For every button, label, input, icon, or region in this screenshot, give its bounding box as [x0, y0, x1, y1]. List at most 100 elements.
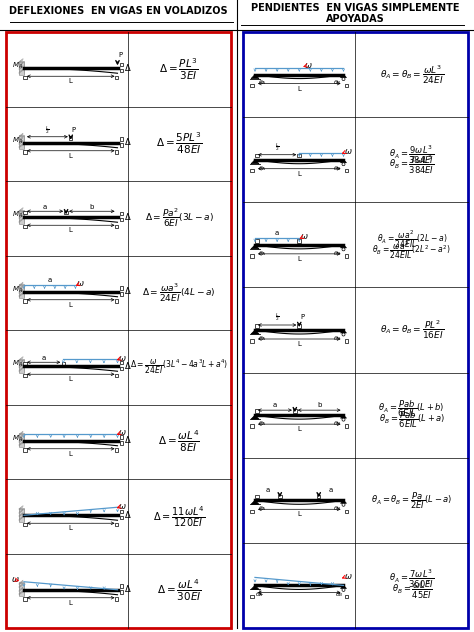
Bar — [120, 68, 123, 72]
Bar — [19, 62, 24, 75]
Bar — [69, 136, 73, 140]
Text: $\theta_B = \dfrac{7\omega L^3}{384EI}$: $\theta_B = \dfrac{7\omega L^3}{384EI}$ — [389, 154, 435, 176]
Polygon shape — [251, 330, 259, 334]
Text: $\omega$: $\omega$ — [300, 233, 309, 241]
Bar — [255, 410, 259, 413]
Text: $\Delta = \dfrac{PL^3}{3EI}$: $\Delta = \dfrac{PL^3}{3EI}$ — [159, 57, 199, 82]
Bar — [19, 210, 24, 224]
Text: L: L — [297, 426, 301, 432]
Bar — [293, 410, 297, 413]
Text: $M_A$: $M_A$ — [12, 210, 23, 221]
Text: $\Delta = \dfrac{5PL^3}{48EI}$: $\Delta = \dfrac{5PL^3}{48EI}$ — [156, 131, 202, 156]
Text: $\frac{L}{2}$: $\frac{L}{2}$ — [275, 311, 280, 323]
Bar — [120, 441, 123, 444]
Circle shape — [342, 588, 345, 592]
Bar — [115, 224, 118, 228]
Text: $\theta_A = \dfrac{9\omega L^3}{384EI}$: $\theta_A = \dfrac{9\omega L^3}{384EI}$ — [389, 143, 435, 166]
Bar — [120, 367, 123, 370]
Polygon shape — [251, 160, 259, 164]
Text: L: L — [69, 228, 73, 233]
Text: PENDIENTES  EN VIGAS SIMPLEMENTE: PENDIENTES EN VIGAS SIMPLEMENTE — [251, 3, 460, 13]
Text: $\theta_B$: $\theta_B$ — [334, 334, 342, 343]
Text: $\theta_A$: $\theta_A$ — [255, 590, 264, 599]
Bar — [115, 448, 118, 451]
Text: $\frac{L}{2}$: $\frac{L}{2}$ — [45, 124, 50, 136]
Bar — [120, 137, 123, 140]
Bar — [250, 339, 254, 343]
Bar — [255, 494, 259, 498]
Text: L: L — [297, 85, 301, 92]
Text: $\Delta$: $\Delta$ — [125, 285, 132, 296]
Bar — [23, 597, 27, 600]
Bar — [19, 582, 24, 595]
Text: $\frac{L}{2}$: $\frac{L}{2}$ — [275, 141, 280, 153]
Text: L: L — [297, 341, 301, 347]
Bar — [62, 362, 65, 365]
Text: a: a — [42, 355, 46, 362]
Polygon shape — [251, 585, 259, 590]
Text: $\Delta = \dfrac{11\omega L^4}{120EI}$: $\Delta = \dfrac{11\omega L^4}{120EI}$ — [153, 504, 205, 529]
Bar — [250, 509, 254, 513]
Bar — [23, 448, 27, 451]
Bar — [19, 360, 24, 373]
Text: $\Delta$: $\Delta$ — [125, 509, 132, 520]
Polygon shape — [251, 75, 259, 78]
Bar — [345, 84, 348, 87]
Polygon shape — [340, 160, 346, 162]
Bar — [23, 150, 27, 154]
Text: $\omega$: $\omega$ — [345, 572, 353, 581]
Text: $\omega$: $\omega$ — [76, 279, 85, 288]
Bar — [23, 523, 27, 526]
Bar — [115, 374, 118, 377]
Text: a: a — [47, 277, 52, 283]
Text: $\theta_B = \dfrac{\omega L^3}{45EI}$: $\theta_B = \dfrac{\omega L^3}{45EI}$ — [392, 580, 432, 602]
Text: $\theta_A = \dfrac{7\omega L^3}{360EI}$: $\theta_A = \dfrac{7\omega L^3}{360EI}$ — [389, 568, 435, 590]
Bar — [19, 135, 24, 149]
Bar — [19, 507, 24, 521]
Text: $\theta_A = \theta_B = \dfrac{PL^2}{16EI}$: $\theta_A = \theta_B = \dfrac{PL^2}{16EI… — [380, 319, 444, 341]
Text: L: L — [297, 171, 301, 177]
Polygon shape — [251, 245, 259, 249]
Text: b: b — [317, 402, 321, 408]
Bar — [23, 299, 27, 303]
Text: a: a — [265, 487, 270, 494]
Text: L: L — [69, 376, 73, 382]
Bar — [115, 597, 118, 600]
Circle shape — [342, 162, 345, 166]
Bar — [255, 239, 259, 243]
Text: L: L — [69, 153, 73, 159]
Text: L: L — [258, 590, 262, 597]
Text: $\Delta = \dfrac{\omega a^3}{24EI}(4L-a)$: $\Delta = \dfrac{\omega a^3}{24EI}(4L-a)… — [142, 282, 216, 304]
Text: $\theta_B = \dfrac{Pab}{6EIL}(L+a)$: $\theta_B = \dfrac{Pab}{6EIL}(L+a)$ — [379, 410, 445, 430]
Bar — [23, 374, 27, 377]
Text: $\omega$: $\omega$ — [11, 575, 19, 584]
Polygon shape — [251, 415, 259, 419]
Bar — [250, 595, 254, 598]
Bar — [115, 299, 118, 303]
Bar — [19, 434, 24, 446]
Text: $\Delta = \dfrac{\omega L^4}{30EI}$: $\Delta = \dfrac{\omega L^4}{30EI}$ — [157, 578, 201, 604]
Text: $\theta_A = \theta_B = \dfrac{Pa}{2EI}(L-a)$: $\theta_A = \theta_B = \dfrac{Pa}{2EI}(L… — [371, 490, 453, 511]
Bar — [120, 292, 123, 296]
Circle shape — [342, 248, 345, 251]
Bar — [115, 150, 118, 154]
Bar — [243, 32, 468, 628]
Text: APOYADAS: APOYADAS — [326, 14, 385, 23]
Bar — [250, 425, 254, 428]
Text: $\theta_B$: $\theta_B$ — [334, 78, 342, 87]
Bar — [250, 84, 254, 87]
Bar — [120, 217, 123, 221]
Bar — [255, 324, 259, 328]
Bar — [19, 285, 24, 298]
Bar — [19, 359, 24, 372]
Bar — [317, 494, 320, 498]
Text: $\Delta = \dfrac{Pa^2}{6EI}(3L-a)$: $\Delta = \dfrac{Pa^2}{6EI}(3L-a)$ — [145, 207, 214, 229]
Bar — [23, 210, 27, 214]
Bar — [19, 61, 24, 74]
Text: P: P — [300, 314, 304, 320]
Bar — [120, 212, 123, 215]
Text: $M_A$: $M_A$ — [12, 61, 23, 71]
Text: a: a — [329, 487, 333, 494]
Bar — [120, 516, 123, 519]
Text: $M_A$: $M_A$ — [12, 284, 23, 295]
